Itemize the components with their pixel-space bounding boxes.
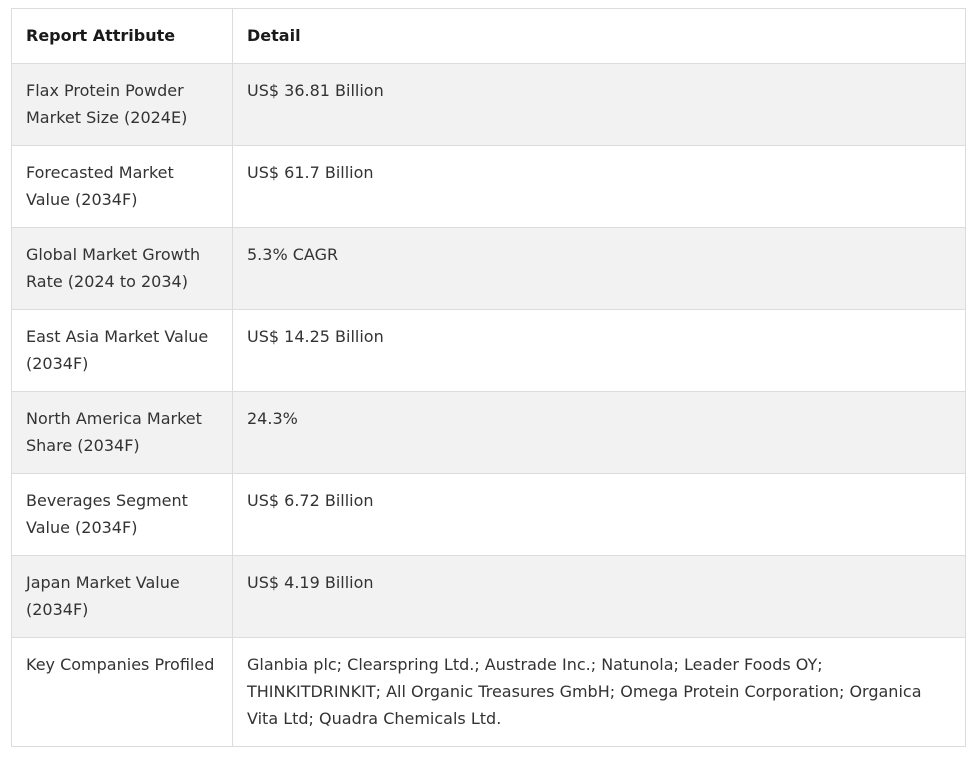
- row-attribute: North America Market Share (2034F): [11, 391, 233, 474]
- table-row: East Asia Market Value (2034F) US$ 14.25…: [11, 309, 966, 392]
- row-detail: 24.3%: [232, 391, 966, 474]
- table-row: Key Companies Profiled Glanbia plc; Clea…: [11, 637, 966, 747]
- table-row: Global Market Growth Rate (2024 to 2034)…: [11, 227, 966, 310]
- row-attribute: Beverages Segment Value (2034F): [11, 473, 233, 556]
- table-row: Forecasted Market Value (2034F) US$ 61.7…: [11, 145, 966, 228]
- row-attribute: Global Market Growth Rate (2024 to 2034): [11, 227, 233, 310]
- row-detail: US$ 14.25 Billion: [232, 309, 966, 392]
- row-detail: Glanbia plc; Clearspring Ltd.; Austrade …: [232, 637, 966, 747]
- row-detail: US$ 36.81 Billion: [232, 63, 966, 146]
- table-row: Flax Protein Powder Market Size (2024E) …: [11, 63, 966, 146]
- row-attribute: Key Companies Profiled: [11, 637, 233, 747]
- header-report-attribute: Report Attribute: [11, 8, 233, 64]
- table-row: Beverages Segment Value (2034F) US$ 6.72…: [11, 473, 966, 556]
- table-row: North America Market Share (2034F) 24.3%: [11, 391, 966, 474]
- header-detail: Detail: [232, 8, 966, 64]
- row-attribute: Japan Market Value (2034F): [11, 555, 233, 638]
- row-detail: US$ 61.7 Billion: [232, 145, 966, 228]
- row-attribute: Forecasted Market Value (2034F): [11, 145, 233, 228]
- row-attribute: East Asia Market Value (2034F): [11, 309, 233, 392]
- table-row: Japan Market Value (2034F) US$ 4.19 Bill…: [11, 555, 966, 638]
- row-detail: 5.3% CAGR: [232, 227, 966, 310]
- report-attributes-table: Report Attribute Detail Flax Protein Pow…: [11, 8, 966, 747]
- row-attribute: Flax Protein Powder Market Size (2024E): [11, 63, 233, 146]
- row-detail: US$ 4.19 Billion: [232, 555, 966, 638]
- row-detail: US$ 6.72 Billion: [232, 473, 966, 556]
- table-header-row: Report Attribute Detail: [11, 8, 966, 64]
